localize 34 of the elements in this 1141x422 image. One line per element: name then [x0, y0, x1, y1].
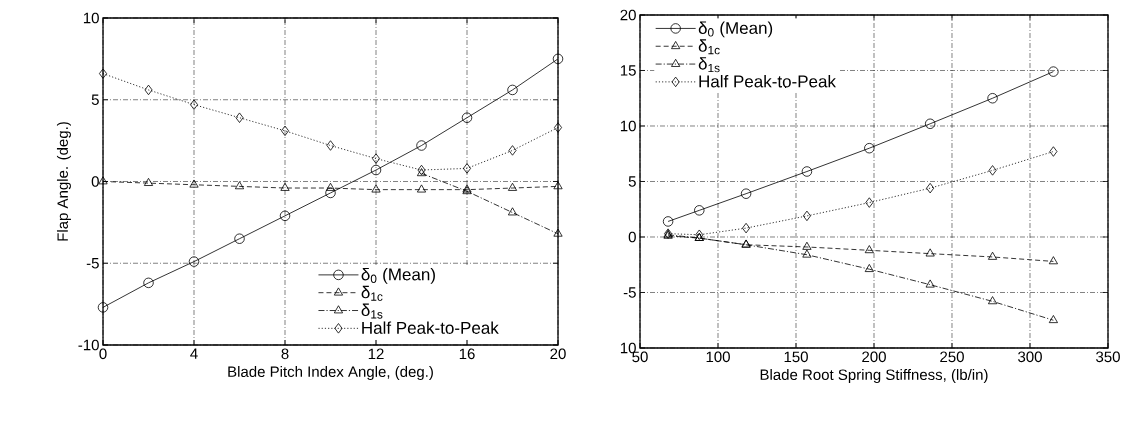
x-axis-title: Blade Pitch Index Angle, (deg.)	[228, 366, 433, 380]
y-tick-label: 15	[620, 65, 636, 76]
x-tick-label: 4	[190, 348, 198, 359]
y-tick-label: -10	[78, 339, 99, 351]
x-tick-label: 0	[99, 348, 107, 360]
x-tick-label: 20	[550, 348, 566, 360]
y-axis-title: Flap Angle. (deg.)	[56, 122, 71, 241]
y-tick-label: 0	[91, 176, 99, 187]
y-tick-label: -5	[86, 258, 99, 269]
legend-label: δ$_{1s}$	[361, 303, 383, 319]
x-tick-label: 200	[862, 351, 886, 363]
legend-label: δ$_{0}$ (Mean)	[698, 21, 773, 38]
x-tick-label: 16	[459, 348, 475, 360]
y-tick-label: 5	[91, 94, 99, 105]
legend-label: Half Peak-to-Peak	[362, 321, 499, 334]
x-tick-label: 300	[1018, 351, 1042, 363]
legend-label: δ$_{1c}$	[698, 39, 720, 55]
y-tick-label: 10	[620, 120, 636, 132]
x-tick-label: 8	[281, 348, 289, 360]
x-tick-label: 150	[784, 351, 808, 363]
legend-label: δ$_{0}$ (Mean)	[361, 267, 435, 284]
y-tick-label: 20	[620, 9, 636, 21]
legend-label: δ$_{1c}$	[361, 285, 383, 301]
x-tick-label: 100	[706, 351, 730, 363]
x-axis-title: Blade Root Spring Stiffness, (lb/in)	[760, 369, 988, 383]
y-tick-label: 0	[628, 231, 636, 243]
y-tick-label: 10	[83, 12, 99, 24]
legend-label: δ$_{1s}$	[698, 57, 720, 73]
x-tick-label: 250	[940, 351, 964, 363]
legend-label: Half Peak-to-Peak	[699, 74, 836, 88]
x-tick-label: 350	[1096, 351, 1120, 363]
y-tick-label: -5	[623, 287, 636, 298]
y-tick-label: 5	[628, 176, 636, 187]
x-tick-label: 12	[368, 348, 384, 359]
